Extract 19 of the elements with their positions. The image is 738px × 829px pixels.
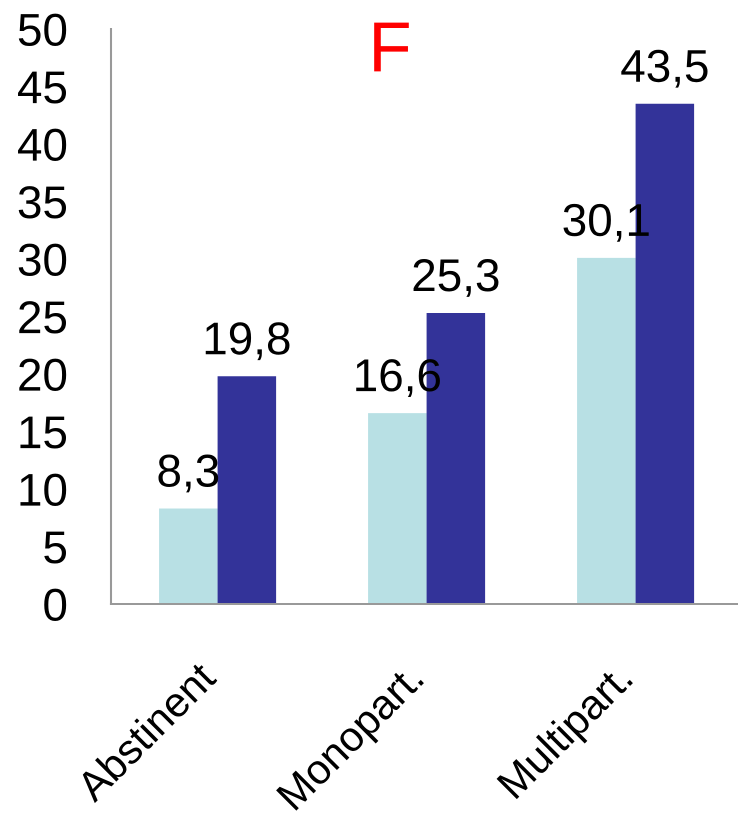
bar xyxy=(218,376,276,604)
y-tick-label: 20 xyxy=(19,358,66,392)
y-tick-label: 10 xyxy=(20,474,66,506)
y-tick-label: 30 xyxy=(18,244,66,276)
bar xyxy=(577,258,636,604)
data-label: 25,3 xyxy=(414,259,498,297)
data-label: 19,8 xyxy=(206,322,290,360)
y-tick-label: 35 xyxy=(18,186,66,219)
bar xyxy=(159,508,218,604)
chart-title: F xyxy=(374,22,409,72)
y-tick-label: 15 xyxy=(20,416,66,449)
y-tick-label: 40 xyxy=(18,128,66,162)
bar xyxy=(368,413,427,604)
y-tick-label: 25 xyxy=(19,301,66,334)
data-label: 43,5 xyxy=(621,50,708,88)
y-tick-label: 5 xyxy=(44,532,66,564)
y-tick-label: 45 xyxy=(18,72,66,104)
y-tick-label: 50 xyxy=(18,14,66,46)
y-tick-label: 0 xyxy=(44,588,66,622)
